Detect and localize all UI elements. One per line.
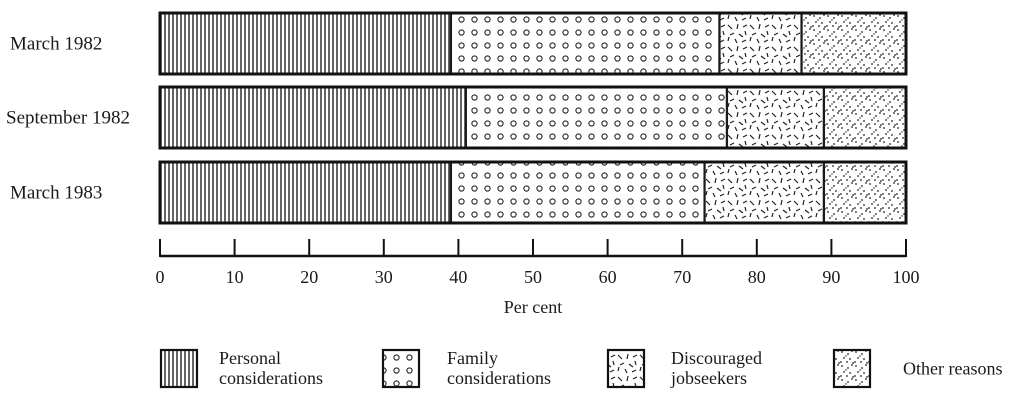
legend-label: Other reasons [903, 359, 1002, 379]
bar-segment [158, 11, 453, 76]
bar-segment [800, 11, 908, 76]
x-tick-label: 80 [748, 267, 766, 287]
legend: PersonalconsiderationsFamilyconsideratio… [159, 348, 1002, 389]
legend-label: Family [447, 348, 498, 368]
x-tick-label: 70 [673, 267, 691, 287]
circles-icon [381, 348, 421, 389]
bar-segment [725, 85, 826, 150]
x-tick-label: 30 [375, 267, 393, 287]
vertical-lines-icon [159, 348, 199, 389]
x-tick-label: 20 [300, 267, 318, 287]
bar-segment [822, 85, 908, 150]
bar-segment [449, 11, 721, 76]
category-labels: March 1982 September 1982 March 1983 [6, 34, 130, 204]
bar-segment [158, 85, 467, 150]
x-axis: 0 10 20 30 40 50 60 70 80 90 100 Per cent [156, 239, 920, 317]
dots-icon [832, 348, 872, 389]
legend-label: considerations [447, 368, 551, 388]
x-axis-title: Per cent [504, 297, 562, 317]
legend-label: jobseekers [670, 368, 747, 388]
legend-label: Discouraged [671, 348, 762, 368]
bar-outline [158, 85, 908, 150]
category-label: March 1982 [10, 34, 102, 55]
bar-segment [464, 85, 729, 150]
category-label: March 1983 [10, 183, 102, 204]
x-tick-label: 40 [449, 267, 467, 287]
bars-group [158, 11, 908, 225]
bar-segment [718, 11, 803, 76]
bar-segment [822, 160, 908, 225]
x-tick-label: 50 [524, 267, 542, 287]
x-tick-label: 0 [156, 267, 165, 287]
bar-segment [449, 160, 706, 225]
x-tick-label: 100 [893, 267, 920, 287]
bar-segment [158, 160, 453, 225]
bar-outline [158, 11, 908, 76]
bar-outline [158, 160, 908, 225]
legend-label: Personal [219, 348, 281, 368]
x-tick-label: 60 [599, 267, 617, 287]
bar-segment [703, 160, 826, 225]
category-label: September 1982 [6, 108, 130, 129]
x-tick-label: 90 [822, 267, 840, 287]
legend-label: considerations [219, 368, 323, 388]
x-tick-label: 10 [226, 267, 244, 287]
dashes-icon [606, 348, 646, 389]
